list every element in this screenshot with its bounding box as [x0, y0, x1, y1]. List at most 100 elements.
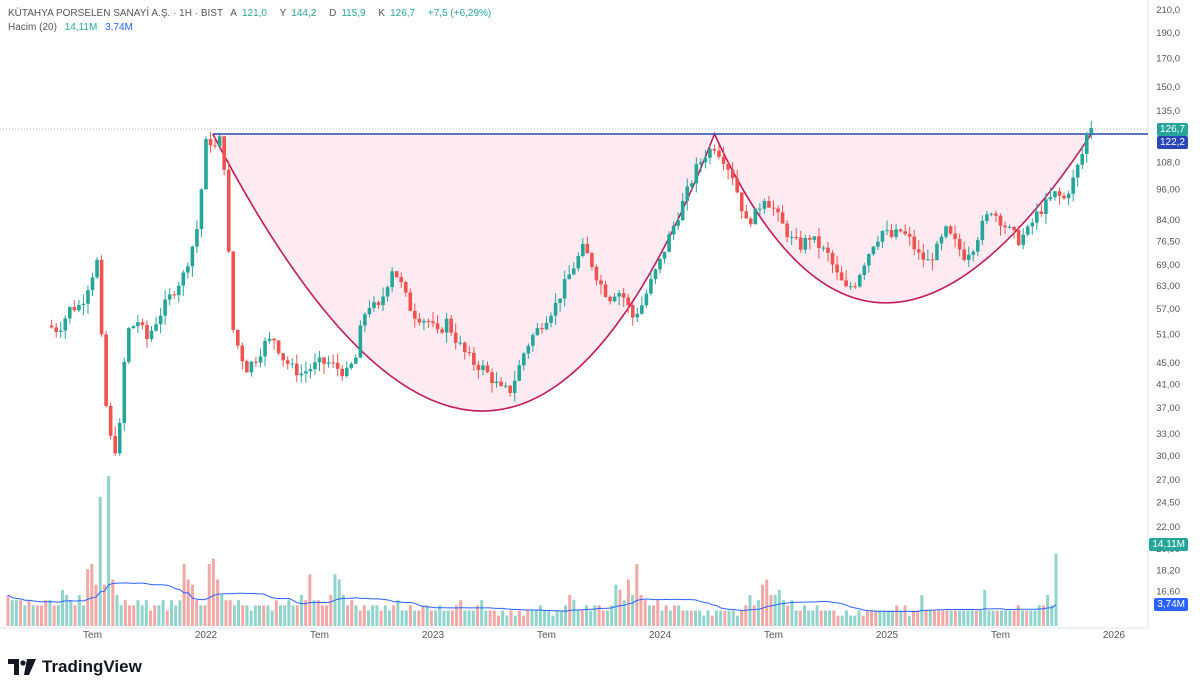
candle-body: [86, 290, 90, 304]
candle-body: [640, 305, 644, 314]
volume-bar: [1012, 610, 1016, 626]
candle-body: [258, 356, 263, 363]
volume-bar: [916, 610, 920, 626]
volume-bar: [417, 610, 421, 626]
candle-body: [136, 322, 140, 327]
candle-body: [894, 229, 898, 237]
volume-bar: [10, 600, 14, 626]
candle-body: [113, 435, 117, 454]
volume-bar: [450, 610, 454, 626]
volume-bar: [744, 605, 748, 626]
candle-body: [1007, 226, 1012, 228]
price-axis-label: 16,60: [1156, 587, 1180, 598]
candle-body: [81, 303, 86, 305]
candle-body: [839, 272, 844, 281]
volume-bar: [295, 605, 299, 626]
volume-bar: [798, 610, 802, 626]
volume-bar: [325, 605, 329, 626]
volume-bar: [673, 605, 677, 626]
volume-bar: [924, 610, 928, 626]
candle-body: [54, 327, 58, 332]
volume-bar: [392, 605, 396, 626]
candle-body: [217, 136, 222, 147]
candle-body: [476, 364, 481, 370]
volume-ma-value: 3,74M: [105, 22, 133, 33]
candle-body: [68, 307, 72, 319]
volume-bar: [174, 605, 178, 626]
volume-bar: [467, 610, 471, 626]
volume-bar: [346, 605, 350, 626]
volume-bar: [463, 610, 467, 626]
volume-bar: [740, 610, 744, 626]
volume-value: 14,11M: [64, 22, 98, 33]
volume-bar: [819, 610, 823, 626]
volume-bar: [262, 605, 266, 626]
volume-bar: [329, 595, 333, 626]
candle-body: [231, 251, 236, 330]
volume-bar: [501, 610, 505, 626]
candle-body: [626, 297, 631, 306]
price-axis-label: 57,00: [1156, 304, 1180, 315]
candle-body: [72, 307, 77, 311]
volume-bar: [496, 615, 500, 626]
volume-bar: [622, 600, 626, 626]
candle-body: [472, 352, 476, 365]
volume-bar: [442, 610, 446, 626]
volume-bar: [258, 605, 262, 626]
volume-bar: [761, 584, 765, 626]
candle-body: [889, 230, 894, 237]
candle-body: [653, 269, 658, 280]
candle-body: [399, 277, 404, 283]
candle-body: [694, 164, 699, 184]
volume-bar: [773, 595, 777, 626]
volume-bar: [719, 610, 723, 626]
tradingview-logo[interactable]: TradingView: [8, 657, 142, 677]
volume-bar: [811, 610, 815, 626]
candle-body: [104, 334, 108, 406]
candle-body: [830, 252, 835, 265]
candle-body: [630, 305, 635, 318]
volume-bar: [932, 610, 936, 626]
candle-body: [376, 302, 381, 306]
candle-body: [322, 357, 326, 364]
volume-bar: [90, 564, 94, 626]
candle-body: [1021, 234, 1025, 245]
candle-body: [994, 213, 998, 216]
candle-body: [876, 241, 880, 247]
candle-body: [708, 148, 712, 158]
candle-body: [812, 236, 817, 240]
candle-body: [535, 328, 540, 336]
volume-bar: [886, 610, 890, 626]
candle-body: [989, 213, 994, 215]
volume-bar: [639, 595, 643, 626]
volume-bar: [27, 600, 31, 626]
ohlc-close: K 126,7: [378, 8, 416, 19]
volume-bar: [836, 615, 840, 626]
candle-body: [939, 236, 944, 244]
candle-body: [390, 271, 394, 288]
candle-body: [317, 357, 322, 363]
tradingview-logo-text: TradingView: [42, 657, 142, 676]
volume-bar: [735, 615, 739, 626]
volume-bar: [962, 610, 966, 626]
volume-bar: [371, 605, 375, 626]
candle-body: [699, 162, 703, 165]
volume-bar: [995, 610, 999, 626]
volume-bar: [681, 610, 685, 626]
volume-bar: [1050, 605, 1054, 626]
volume-bar: [547, 610, 551, 626]
candle-body: [885, 230, 889, 232]
time-axis-label: 2026: [1103, 630, 1126, 641]
volume-bar: [320, 605, 324, 626]
candle-body: [1071, 177, 1075, 194]
volume-bar: [1037, 605, 1041, 626]
candle-body: [758, 208, 762, 210]
volume-bar: [974, 610, 978, 626]
volume-bar: [446, 610, 450, 626]
price-axis-label: 170,0: [1156, 53, 1180, 64]
volume-bar: [874, 610, 878, 626]
candle-body: [957, 238, 962, 250]
candle-body: [880, 231, 885, 242]
candle-body: [785, 223, 789, 237]
